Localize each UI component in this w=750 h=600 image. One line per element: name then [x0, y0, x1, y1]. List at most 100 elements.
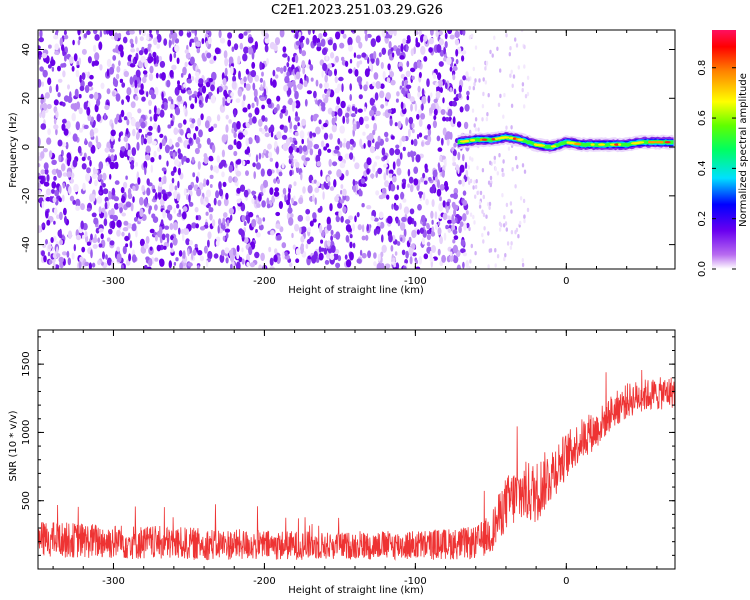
noise-blob: [195, 223, 199, 229]
noise-blob: [330, 229, 334, 235]
noise-blob: [293, 84, 297, 93]
noise-blob: [323, 132, 329, 140]
noise-blob: [126, 95, 130, 103]
noise-blob: [413, 166, 419, 174]
noise-blob: [331, 124, 337, 133]
noise-blob: [75, 121, 81, 131]
noise-blob: [160, 219, 164, 226]
noise-blob: [437, 248, 441, 256]
noise-blob: [98, 228, 104, 233]
noise-blob: [445, 131, 452, 140]
noise-blob: [84, 138, 87, 146]
noise-blob: [498, 153, 501, 158]
noise-blob: [171, 115, 175, 122]
noise-blob: [153, 55, 157, 65]
noise-blob: [458, 225, 462, 234]
noise-blob: [356, 54, 362, 59]
noise-blob: [261, 115, 266, 122]
noise-blob: [174, 107, 181, 116]
noise-blob: [276, 95, 281, 102]
noise-blob: [302, 145, 308, 152]
noise-blob: [342, 33, 347, 39]
noise-blob: [75, 234, 82, 241]
noise-blob: [361, 252, 367, 259]
noise-blob: [237, 88, 243, 97]
noise-blob: [346, 106, 351, 112]
noise-blob: [68, 154, 72, 162]
noise-blob: [494, 248, 497, 253]
noise-blob: [206, 52, 212, 59]
noise-blob: [389, 71, 395, 78]
noise-blob: [517, 65, 520, 70]
noise-blob: [102, 188, 109, 195]
noise-blob: [445, 206, 449, 214]
noise-blob: [118, 60, 121, 67]
noise-blob: [396, 167, 402, 176]
noise-blob: [339, 141, 343, 148]
y-tick-label: 0: [21, 144, 32, 150]
snr-series-line: [38, 369, 675, 561]
noise-blob: [502, 159, 505, 164]
noise-blob: [467, 77, 470, 82]
noise-blob: [126, 119, 130, 126]
noise-blob: [96, 113, 101, 123]
noise-blob: [116, 253, 120, 263]
noise-blob: [327, 148, 332, 153]
noise-blob: [261, 200, 266, 208]
noise-blob: [301, 138, 305, 145]
noise-blob: [361, 224, 365, 233]
noise-blob: [298, 31, 302, 39]
noise-blob: [383, 172, 387, 181]
noise-blob: [174, 159, 180, 166]
noise-blob: [336, 169, 342, 178]
noise-blob: [354, 215, 357, 223]
noise-blob: [405, 70, 411, 78]
noise-blob: [41, 223, 45, 228]
noise-blob: [296, 147, 300, 153]
noise-blob: [146, 266, 152, 269]
noise-blob: [470, 243, 473, 249]
noise-blob: [389, 147, 395, 156]
noise-blob: [161, 167, 167, 172]
colorbar-gradient: [712, 30, 736, 269]
noise-blob: [295, 248, 301, 256]
noise-blob: [461, 55, 465, 62]
noise-blob: [172, 152, 176, 160]
noise-blob: [150, 157, 155, 163]
noise-blob: [294, 140, 298, 145]
noise-blob: [300, 235, 305, 243]
noise-blob: [177, 180, 180, 189]
noise-blob: [112, 91, 116, 97]
carrier-peak: [590, 143, 595, 146]
noise-blob: [329, 254, 335, 261]
noise-blob: [310, 77, 314, 82]
noise-blob: [87, 56, 92, 64]
noise-blob: [337, 83, 342, 92]
noise-blob: [488, 248, 491, 253]
noise-blob: [303, 80, 308, 88]
noise-blob: [41, 200, 45, 209]
noise-blob: [68, 56, 74, 64]
noise-blob: [141, 185, 145, 192]
noise-blob: [286, 62, 290, 68]
noise-blob: [340, 215, 344, 223]
noise-blob: [205, 211, 209, 216]
noise-blob: [150, 164, 153, 173]
noise-blob: [387, 109, 392, 114]
noise-blob: [118, 202, 124, 209]
noise-blob: [194, 243, 198, 248]
noise-blob: [236, 252, 240, 260]
noise-blob: [299, 226, 302, 234]
noise-blob: [111, 122, 114, 130]
noise-blob: [447, 108, 453, 117]
noise-blob: [340, 30, 345, 35]
noise-blob: [428, 177, 432, 182]
noise-blob: [481, 117, 484, 122]
noise-blob: [509, 245, 513, 250]
noise-blob: [155, 55, 160, 65]
noise-blob: [82, 182, 86, 191]
noise-blob: [311, 179, 315, 185]
noise-blob: [455, 58, 459, 65]
noise-blob: [154, 192, 158, 200]
noise-blob: [430, 103, 436, 111]
